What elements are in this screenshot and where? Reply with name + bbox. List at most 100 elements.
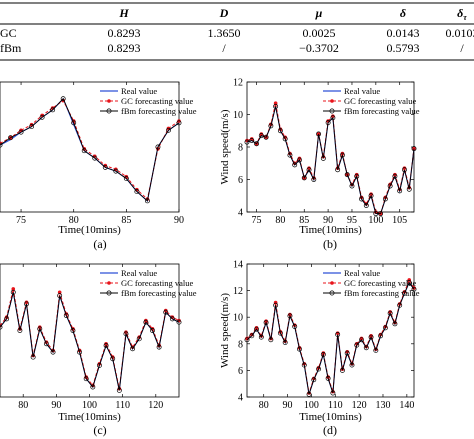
fbm-forecast-point [70, 328, 76, 333]
gc-forecast-point [57, 290, 62, 295]
fbm-forecast-line [246, 281, 415, 395]
panel-caption: (d) [323, 423, 337, 437]
legend-marker-fbm [329, 290, 335, 296]
fbm-forecast-point [103, 343, 109, 348]
legend-label-real: Real value [121, 268, 157, 278]
fbm-forecast-point [301, 175, 307, 181]
table-header-d: D [219, 6, 229, 20]
gc-forecast-point [11, 287, 16, 291]
fbm-forecast-point [29, 124, 35, 130]
legend-label-real: Real value [344, 86, 380, 96]
fbm-forecast-point [368, 334, 374, 340]
gc-forecast-point [24, 300, 29, 305]
fbm-forecast-point [136, 336, 142, 342]
row-gc-mu: 0.0025 [303, 26, 336, 40]
fbm-forecast-point [268, 337, 274, 343]
legend-label-real: Real value [121, 86, 157, 96]
fbm-forecast-point [244, 139, 250, 145]
fbm-forecast-point [287, 313, 293, 319]
legend-label-fbm: fBm forecasting value [121, 106, 197, 116]
row-gc-h: 0.8293 [108, 26, 141, 40]
y-tick-label: 4 [238, 208, 243, 219]
gc-forecast-point [307, 166, 311, 170]
fbm-forecast-point [392, 173, 398, 179]
gc-forecast-point [104, 342, 108, 346]
fbm-forecast-point [378, 211, 384, 217]
fbm-forecast-point [268, 123, 274, 129]
fbm-forecast-point [406, 280, 412, 286]
fbm-forecast-point [387, 310, 393, 316]
fbm-forecast-point [17, 328, 23, 333]
y-tick-label: 4 [238, 393, 243, 404]
gc-forecast-point [331, 114, 335, 118]
fbm-forecast-point [113, 168, 119, 174]
legend-label-gc: GC forecasting value [121, 278, 193, 288]
gc-forecast-point [354, 172, 359, 177]
fbm-forecast-point [330, 390, 336, 396]
fbm-forecast-point [150, 328, 155, 333]
x-tick-label: 75 [16, 215, 26, 226]
fbm-forecast-point [123, 331, 129, 337]
fbm-forecast-point [344, 350, 350, 356]
fbm-forecast-point [77, 349, 83, 355]
y-tick-label: 12 [233, 286, 243, 297]
fbm-forecast-point [110, 356, 116, 362]
fbm-forecast-point [306, 391, 312, 397]
fbm-forecast-point [244, 337, 250, 343]
fbm-forecast-point [335, 167, 341, 173]
fbm-forecast-point [325, 120, 331, 126]
fbm-forecast-point [24, 301, 29, 307]
fbm-forecast-point [354, 342, 360, 348]
gc-forecast-point [124, 330, 128, 334]
fbm-forecast-point [297, 346, 302, 352]
fbm-forecast-point [249, 333, 255, 339]
fbm-forecast-point [71, 120, 77, 126]
row-fbm-label: fBm [0, 41, 22, 55]
fbm-forecast-point [411, 286, 417, 292]
row-fbm-mu: −0.3702 [299, 41, 339, 55]
fbm-forecast-point [0, 324, 3, 330]
fbm-forecast-point [263, 320, 269, 325]
legend-marker-gc [107, 99, 111, 103]
fbm-forecast-point [282, 340, 288, 345]
fbm-forecast-point [292, 324, 298, 329]
fbm-forecast-point [411, 146, 417, 152]
fbm-forecast-point [339, 152, 345, 158]
y-tick-label: 12 [233, 78, 243, 89]
fbm-forecast-point [8, 135, 13, 141]
fbm-forecast-point [277, 128, 283, 134]
fbm-forecast-point [4, 316, 10, 322]
fbm-forecast-point [169, 316, 175, 322]
x-tick-label: 95 [347, 215, 357, 226]
panel-caption: (a) [93, 237, 106, 251]
fbm-forecast-point [311, 177, 317, 182]
gc-forecast-point [369, 192, 373, 196]
y-tick-label: 10 [233, 313, 243, 324]
fbm-forecast-point [320, 155, 326, 161]
gc-forecast-point [249, 137, 254, 141]
legend-label-fbm: fBm forecasting value [344, 288, 420, 298]
fbm-forecast-point [92, 155, 98, 161]
parameter-table: H D μ δ δτ GC 0.8293 1.3650 0.0025 0.014… [0, 2, 474, 61]
x-tick-label: 100 [304, 400, 319, 411]
table-header-h: H [118, 6, 129, 20]
fbm-forecast-point [37, 326, 43, 332]
fbm-forecast-point [368, 193, 374, 199]
x-tick-label: 120 [352, 400, 367, 411]
fbm-forecast-point [166, 127, 171, 133]
delta-tau-base: δ [457, 6, 463, 20]
gc-forecast-point [402, 166, 407, 170]
fbm-forecast-point [144, 198, 150, 204]
fbm-forecast-point [382, 196, 388, 202]
fbm-forecast-point [316, 131, 322, 137]
fbm-forecast-point [306, 167, 312, 173]
fbm-forecast-point [273, 103, 279, 109]
row-gc-delta: 0.0143 [387, 26, 420, 40]
fbm-forecast-point [116, 387, 122, 393]
x-tick-label: 105 [392, 215, 407, 226]
fbm-forecast-point [349, 362, 355, 368]
fbm-forecast-point [254, 326, 259, 332]
